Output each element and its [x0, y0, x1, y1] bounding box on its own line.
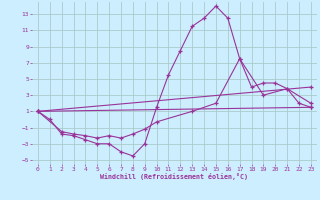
X-axis label: Windchill (Refroidissement éolien,°C): Windchill (Refroidissement éolien,°C): [100, 173, 248, 180]
